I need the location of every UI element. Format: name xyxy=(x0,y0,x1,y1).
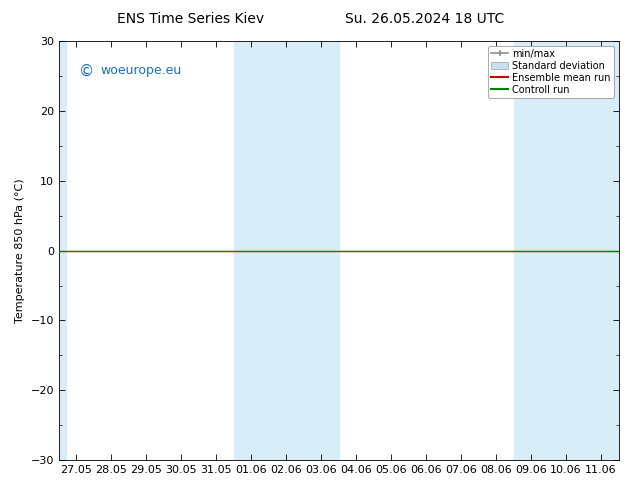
Bar xyxy=(59,41,66,460)
Text: woeurope.eu: woeurope.eu xyxy=(101,64,182,77)
Legend: min/max, Standard deviation, Ensemble mean run, Controll run: min/max, Standard deviation, Ensemble me… xyxy=(488,46,614,98)
Bar xyxy=(234,41,339,460)
Text: ENS Time Series Kiev: ENS Time Series Kiev xyxy=(117,12,264,26)
Text: ©: © xyxy=(79,64,94,79)
Bar xyxy=(514,41,619,460)
Y-axis label: Temperature 850 hPa (°C): Temperature 850 hPa (°C) xyxy=(15,178,25,323)
Text: Su. 26.05.2024 18 UTC: Su. 26.05.2024 18 UTC xyxy=(345,12,505,26)
